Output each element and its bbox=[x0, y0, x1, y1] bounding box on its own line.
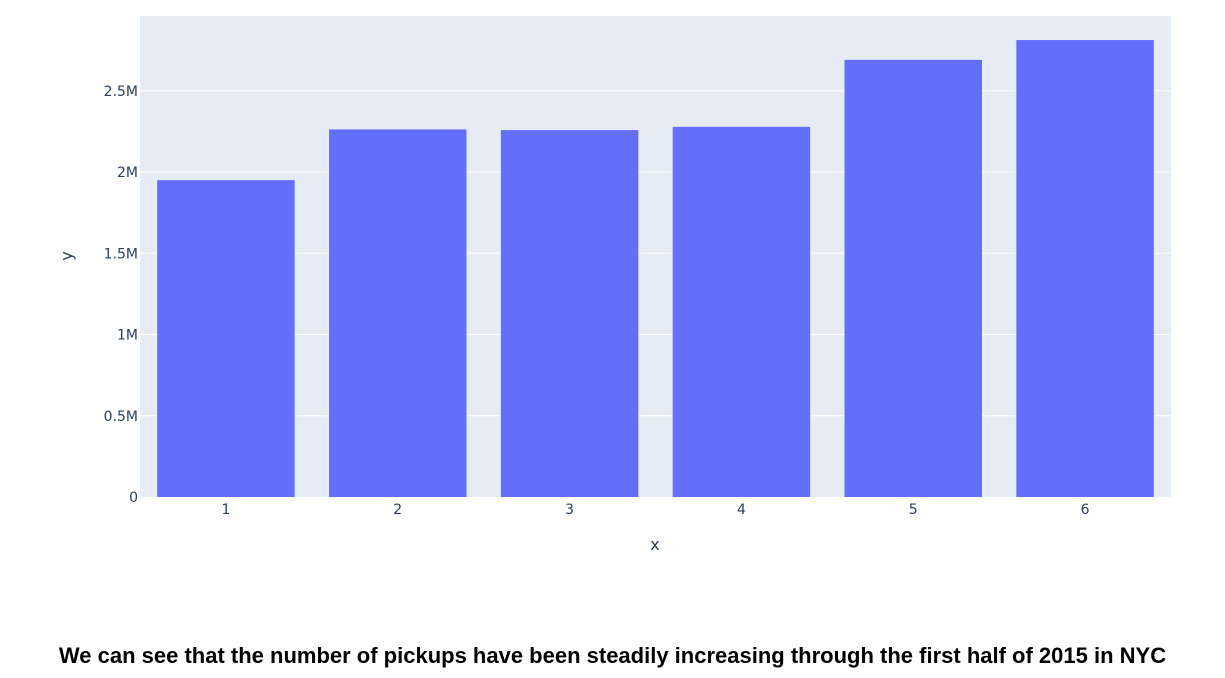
x-tick-label: 6 bbox=[1081, 502, 1090, 518]
y-tick-label: 0 bbox=[129, 490, 138, 506]
x-tick-label: 1 bbox=[221, 502, 230, 518]
x-tick-label: 4 bbox=[737, 502, 746, 518]
y-tick-label: 1.5M bbox=[104, 246, 138, 262]
bar-3 bbox=[500, 130, 639, 497]
y-axis-title: y bbox=[57, 251, 76, 260]
gridlines bbox=[140, 90, 1171, 417]
bar-6 bbox=[1016, 40, 1154, 498]
plot-background bbox=[140, 16, 1171, 497]
bar-chart: 1 2 3 4 5 6 0 0.5M 1M 1.5M 2M 2.5M x y bbox=[57, 16, 1171, 554]
y-tick-label: 0.5M bbox=[104, 409, 138, 425]
x-tick-label: 2 bbox=[393, 502, 402, 518]
x-tick-label: 3 bbox=[565, 502, 574, 518]
caption: We can see that the number of pickups ha… bbox=[58, 643, 1167, 668]
y-tick-label: 2M bbox=[117, 165, 138, 181]
y-tick-label: 2.5M bbox=[104, 84, 138, 100]
x-tick-labels: 1 2 3 4 5 6 bbox=[221, 502, 1089, 518]
x-tick-label: 5 bbox=[909, 502, 918, 518]
bars bbox=[157, 40, 1154, 498]
bar-1 bbox=[157, 180, 295, 497]
bar-2 bbox=[329, 129, 467, 498]
y-tick-label: 1M bbox=[117, 328, 138, 344]
x-axis-title: x bbox=[650, 535, 659, 554]
bar-4 bbox=[672, 126, 811, 497]
y-tick-labels: 0 0.5M 1M 1.5M 2M 2.5M bbox=[104, 84, 138, 506]
bar-5 bbox=[844, 59, 982, 497]
